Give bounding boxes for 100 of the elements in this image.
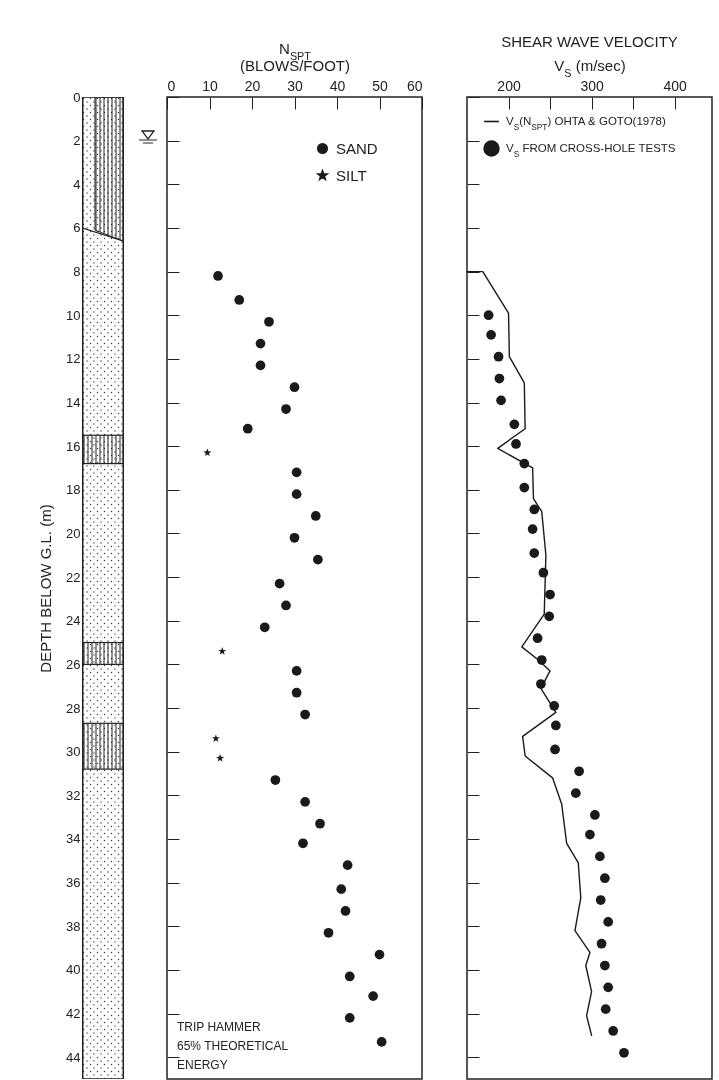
point	[486, 330, 496, 340]
y-tick-label: 18	[66, 482, 81, 498]
y-tick-label: 2	[73, 133, 81, 149]
point	[289, 382, 300, 393]
y-tick-label: 32	[66, 787, 81, 803]
point	[270, 775, 281, 785]
y-axis-title: DEPTH BELOW G.L. (m)	[37, 504, 55, 673]
point	[300, 709, 310, 720]
x-axis-title: N$_{SPT}$ (BLOWS/FOOT)	[240, 39, 350, 74]
point	[511, 439, 521, 449]
point	[595, 851, 605, 862]
point	[608, 1026, 619, 1036]
point	[529, 504, 540, 515]
point	[255, 338, 266, 349]
y-tick-label: 0	[73, 89, 81, 105]
legend-label: V$_{S}$ FROM CROSS-HOLE TESTS	[506, 141, 676, 158]
x-tick-label: 30	[287, 77, 303, 94]
annotation: TRIP HAMMER 65% THEORETICAL ENERGY	[177, 1020, 289, 1072]
point	[529, 548, 540, 558]
point	[374, 949, 385, 960]
y-tick-label: 34	[66, 831, 81, 847]
point	[549, 700, 560, 711]
point	[289, 532, 300, 543]
point	[545, 589, 555, 600]
point	[494, 373, 505, 384]
y-tick-label: 36	[66, 875, 81, 891]
y-tick-label: 4	[73, 176, 81, 192]
point	[570, 788, 581, 798]
point	[274, 578, 285, 589]
point	[259, 622, 270, 633]
point	[550, 720, 561, 731]
point	[323, 927, 334, 938]
point	[291, 666, 302, 676]
point	[203, 448, 212, 457]
y-tick-label: 26	[66, 656, 81, 672]
point	[603, 917, 614, 927]
y-tick-label: 14	[66, 395, 81, 411]
x-tick-label: 0	[167, 77, 176, 94]
y-tick-label: 16	[66, 438, 81, 454]
point	[340, 906, 351, 916]
point	[310, 511, 321, 521]
point	[599, 960, 610, 971]
point	[281, 404, 291, 414]
legend-label: SAND	[336, 139, 378, 157]
point	[291, 687, 302, 698]
x-tick-label: 60	[406, 77, 423, 94]
x-tick-label: 50	[372, 77, 388, 94]
y-tick-label: 8	[73, 264, 81, 280]
point	[619, 1047, 629, 1058]
point	[550, 744, 560, 755]
point	[599, 873, 610, 884]
point	[242, 423, 253, 434]
point	[376, 1037, 387, 1047]
point	[493, 351, 504, 362]
point	[291, 489, 302, 500]
point	[538, 567, 549, 578]
point	[264, 316, 274, 327]
point	[300, 796, 310, 807]
point	[342, 860, 353, 871]
point	[234, 295, 245, 305]
y-tick-label: 42	[66, 1006, 81, 1022]
x-tick-label: 40	[329, 77, 346, 94]
point	[313, 554, 323, 565]
x-tick-label: 20	[244, 77, 261, 94]
point	[519, 458, 530, 469]
point	[344, 1013, 355, 1023]
point	[519, 482, 530, 493]
point	[344, 971, 355, 982]
chart-title: SHEAR WAVE VELOCITY	[501, 33, 678, 50]
point	[211, 734, 220, 742]
point	[574, 766, 584, 777]
x-tick-label: 200	[497, 77, 521, 94]
point	[603, 982, 614, 993]
point	[213, 271, 223, 281]
y-tick-label: 38	[66, 918, 81, 934]
point	[536, 679, 546, 689]
y-tick-label: 20	[66, 525, 81, 541]
point	[483, 310, 494, 321]
point	[368, 991, 378, 1001]
y-tick-label: 24	[66, 613, 81, 629]
point	[336, 884, 347, 895]
point	[255, 360, 266, 371]
point	[527, 524, 538, 534]
point	[544, 611, 555, 622]
point	[595, 895, 606, 905]
legend-label: V$_{S}$(N$_{SPT}$) OHTA & GOTO(1978)	[506, 114, 667, 131]
point	[590, 810, 600, 820]
y-tick-label: 22	[66, 569, 81, 585]
y-tick-label: 40	[66, 962, 81, 978]
point	[281, 600, 291, 611]
y-tick-label: 12	[66, 351, 81, 367]
point	[585, 829, 595, 840]
x-axis-title: V$_{S}$ (m/sec)	[554, 56, 626, 79]
point	[218, 647, 227, 655]
point	[291, 467, 302, 478]
x-tick-label: 10	[202, 77, 218, 94]
point	[532, 633, 543, 644]
point	[509, 419, 520, 430]
y-tick-label: 44	[66, 1049, 81, 1065]
point	[596, 938, 607, 949]
